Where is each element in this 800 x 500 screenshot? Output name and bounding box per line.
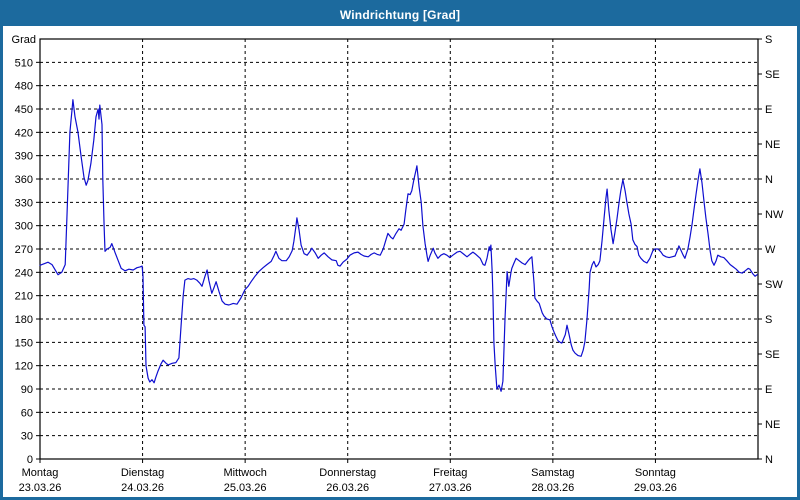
wind-direction-chart: 0 30 60 90 120 150 180 210 240 270 300 330 360 390 420… (12, 34, 784, 494)
wind-direction-series-line (39, 99, 758, 392)
chart-area: 0 30 60 90 120 150 180 210 240 270 300 330 360 390 420… (3, 26, 797, 497)
window-title: Windrichtung [Grad] (339, 7, 461, 22)
y-axis-tick-label: 210 (15, 291, 33, 303)
y-axis-tick-label: 60 (21, 407, 33, 419)
x-axis-date-label: 27.03.26 (429, 482, 472, 494)
x-axis-date-label: 26.03.26 (326, 482, 369, 494)
plot-border (39, 38, 759, 460)
compass-tick-label: NW (765, 209, 784, 221)
compass-tick-label: E (765, 104, 772, 116)
y-axis-tick-label: 270 (15, 244, 33, 256)
x-axis-date-label: 29.03.26 (634, 482, 677, 494)
compass-tick-label: N (765, 454, 773, 466)
x-axis-day-label: Mittwoch (223, 467, 266, 479)
compass-tick-label: E (765, 384, 772, 396)
x-axis-date-label: 24.03.26 (121, 482, 164, 494)
compass-tick-label: S (765, 34, 772, 46)
y-axis-tick-label: 180 (15, 314, 33, 326)
compass-tick-label: S (765, 314, 772, 326)
compass-tick-label: SE (765, 349, 780, 361)
x-axis-date-label: 25.03.26 (224, 482, 267, 494)
y-axis-tick-label: 30 (21, 431, 33, 443)
compass-tick-label: W (765, 244, 776, 256)
y-axis-tick-label: 150 (15, 337, 33, 349)
y-axis-tick-label: 120 (15, 361, 33, 373)
y-axis-tick-label: 510 (15, 57, 33, 69)
compass-tick-label: SW (765, 279, 783, 291)
x-axis-day-label: Dienstag (121, 467, 164, 479)
y-axis-tick-label: 240 (15, 267, 33, 279)
x-axis-day-label: Samstag (531, 467, 574, 479)
compass-tick-label: NE (765, 139, 780, 151)
compass-tick-label: N (765, 174, 773, 186)
y-axis-tick-label: 480 (15, 81, 33, 93)
title-bar: Windrichtung [Grad] (3, 3, 797, 26)
y-axis-tick-label: 90 (21, 384, 33, 396)
y-axis-tick-label: 330 (15, 197, 33, 209)
y-axis-unit-label: Grad (12, 34, 36, 46)
compass-tick-label: SE (765, 69, 780, 81)
y-axis-tick-label: 0 (27, 454, 33, 466)
y-axis-tick-label: 390 (15, 151, 33, 163)
x-axis-day-label: Donnerstag (319, 467, 376, 479)
y-axis-tick-label: 420 (15, 127, 33, 139)
x-axis-day-label: Montag (22, 467, 59, 479)
y-axis-tick-label: 300 (15, 221, 33, 233)
x-axis-date-label: 28.03.26 (531, 482, 574, 494)
x-axis-day-label: Freitag (433, 467, 467, 479)
x-axis-date-label: 23.03.26 (19, 482, 62, 494)
compass-tick-label: NE (765, 419, 780, 431)
y-axis-tick-label: 360 (15, 174, 33, 186)
y-axis-tick-label: 450 (15, 104, 33, 116)
x-axis-day-label: Sonntag (635, 467, 676, 479)
